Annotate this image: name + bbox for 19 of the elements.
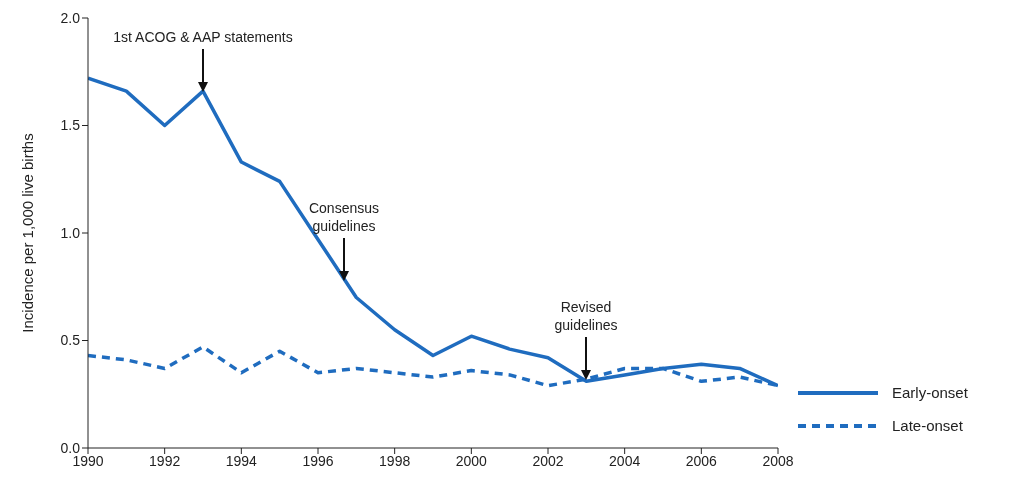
y-tick-label: 2.0 bbox=[60, 9, 81, 26]
y-axis-title: Incidence per 1,000 live births bbox=[19, 133, 37, 333]
y-tick-label: 0.5 bbox=[60, 332, 81, 349]
x-tick-label: 2008 bbox=[762, 452, 794, 469]
x-tick-label: 1992 bbox=[149, 452, 181, 469]
x-tick-label: 2004 bbox=[609, 452, 641, 469]
y-tick-label: 1.5 bbox=[60, 117, 81, 134]
text: Early-onset bbox=[892, 384, 968, 401]
annotation: Revised guidelines bbox=[554, 299, 618, 333]
y-tick-label: 1.0 bbox=[60, 224, 81, 241]
x-tick-label: 1994 bbox=[225, 452, 258, 469]
x-tick-label: 1998 bbox=[379, 452, 411, 469]
x-tick-label: 2006 bbox=[685, 452, 718, 469]
annotation: 1st ACOG & AAP statements bbox=[113, 29, 293, 45]
annotation: Consensus guidelines bbox=[308, 200, 380, 234]
text: Late-onset bbox=[892, 417, 963, 434]
x-tick-label: 1996 bbox=[302, 452, 334, 469]
x-tick-label: 2000 bbox=[455, 452, 488, 469]
x-tick-label: 2002 bbox=[532, 452, 564, 469]
